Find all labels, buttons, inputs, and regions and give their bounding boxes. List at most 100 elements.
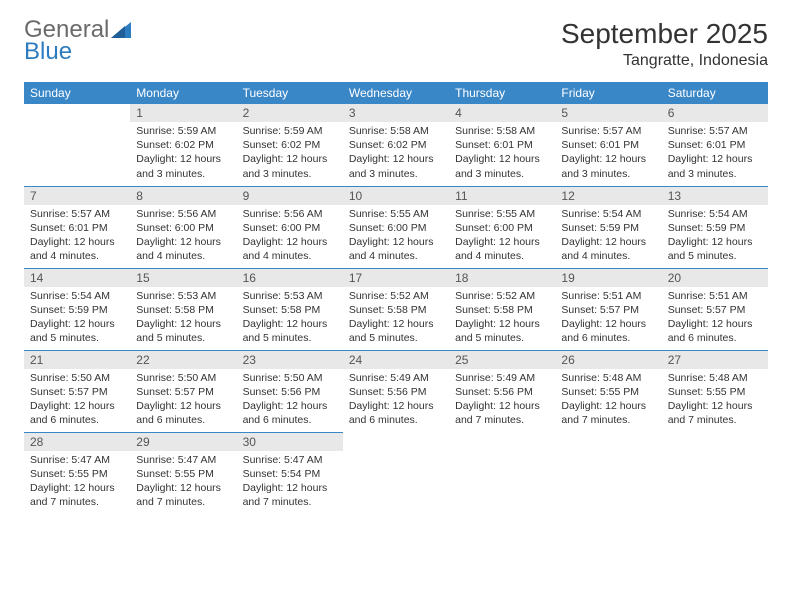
week-row: 28Sunrise: 5:47 AMSunset: 5:55 PMDayligh… <box>24 432 768 514</box>
day-body: Sunrise: 5:54 AMSunset: 5:59 PMDaylight:… <box>24 287 130 350</box>
day-body: Sunrise: 5:54 AMSunset: 5:59 PMDaylight:… <box>662 205 768 268</box>
day-cell: 7Sunrise: 5:57 AMSunset: 6:01 PMDaylight… <box>24 186 130 268</box>
day-number: 14 <box>24 269 130 287</box>
day-number: 11 <box>449 187 555 205</box>
day-cell <box>343 432 449 514</box>
day-cell: 13Sunrise: 5:54 AMSunset: 5:59 PMDayligh… <box>662 186 768 268</box>
day-body: Sunrise: 5:57 AMSunset: 6:01 PMDaylight:… <box>24 205 130 268</box>
calendar-body: 1Sunrise: 5:59 AMSunset: 6:02 PMDaylight… <box>24 104 768 514</box>
day-cell: 21Sunrise: 5:50 AMSunset: 5:57 PMDayligh… <box>24 350 130 432</box>
day-header: Saturday <box>662 82 768 104</box>
day-body: Sunrise: 5:48 AMSunset: 5:55 PMDaylight:… <box>662 369 768 432</box>
day-number: 16 <box>237 269 343 287</box>
day-number: 23 <box>237 351 343 369</box>
day-body: Sunrise: 5:55 AMSunset: 6:00 PMDaylight:… <box>449 205 555 268</box>
day-cell: 5Sunrise: 5:57 AMSunset: 6:01 PMDaylight… <box>555 104 661 186</box>
day-cell: 2Sunrise: 5:59 AMSunset: 6:02 PMDaylight… <box>237 104 343 186</box>
day-header: Friday <box>555 82 661 104</box>
day-number: 13 <box>662 187 768 205</box>
day-cell: 23Sunrise: 5:50 AMSunset: 5:56 PMDayligh… <box>237 350 343 432</box>
day-cell <box>24 104 130 186</box>
week-row: 21Sunrise: 5:50 AMSunset: 5:57 PMDayligh… <box>24 350 768 432</box>
day-cell: 8Sunrise: 5:56 AMSunset: 6:00 PMDaylight… <box>130 186 236 268</box>
day-cell: 29Sunrise: 5:47 AMSunset: 5:55 PMDayligh… <box>130 432 236 514</box>
day-header: Monday <box>130 82 236 104</box>
day-cell: 15Sunrise: 5:53 AMSunset: 5:58 PMDayligh… <box>130 268 236 350</box>
day-number: 21 <box>24 351 130 369</box>
day-body: Sunrise: 5:51 AMSunset: 5:57 PMDaylight:… <box>555 287 661 350</box>
day-cell: 27Sunrise: 5:48 AMSunset: 5:55 PMDayligh… <box>662 350 768 432</box>
title-block: September 2025 Tangratte, Indonesia <box>561 18 768 70</box>
day-cell: 26Sunrise: 5:48 AMSunset: 5:55 PMDayligh… <box>555 350 661 432</box>
day-number: 2 <box>237 104 343 122</box>
day-cell <box>449 432 555 514</box>
day-number: 17 <box>343 269 449 287</box>
day-cell: 22Sunrise: 5:50 AMSunset: 5:57 PMDayligh… <box>130 350 236 432</box>
day-number: 29 <box>130 433 236 451</box>
day-body: Sunrise: 5:53 AMSunset: 5:58 PMDaylight:… <box>130 287 236 350</box>
day-cell: 6Sunrise: 5:57 AMSunset: 6:01 PMDaylight… <box>662 104 768 186</box>
day-number: 3 <box>343 104 449 122</box>
day-number: 28 <box>24 433 130 451</box>
day-body: Sunrise: 5:58 AMSunset: 6:02 PMDaylight:… <box>343 122 449 185</box>
day-body: Sunrise: 5:56 AMSunset: 6:00 PMDaylight:… <box>130 205 236 268</box>
day-body: Sunrise: 5:57 AMSunset: 6:01 PMDaylight:… <box>662 122 768 185</box>
day-cell: 28Sunrise: 5:47 AMSunset: 5:55 PMDayligh… <box>24 432 130 514</box>
day-cell: 11Sunrise: 5:55 AMSunset: 6:00 PMDayligh… <box>449 186 555 268</box>
day-number: 4 <box>449 104 555 122</box>
month-title: September 2025 <box>561 18 768 50</box>
day-cell: 14Sunrise: 5:54 AMSunset: 5:59 PMDayligh… <box>24 268 130 350</box>
day-body: Sunrise: 5:52 AMSunset: 5:58 PMDaylight:… <box>449 287 555 350</box>
day-cell: 20Sunrise: 5:51 AMSunset: 5:57 PMDayligh… <box>662 268 768 350</box>
location: Tangratte, Indonesia <box>561 52 768 70</box>
week-row: 14Sunrise: 5:54 AMSunset: 5:59 PMDayligh… <box>24 268 768 350</box>
logo-word2: Blue <box>24 40 109 64</box>
day-body: Sunrise: 5:50 AMSunset: 5:56 PMDaylight:… <box>237 369 343 432</box>
day-body: Sunrise: 5:49 AMSunset: 5:56 PMDaylight:… <box>343 369 449 432</box>
header: General Blue September 2025 Tangratte, I… <box>24 18 768 70</box>
day-number: 27 <box>662 351 768 369</box>
day-number: 8 <box>130 187 236 205</box>
day-body: Sunrise: 5:55 AMSunset: 6:00 PMDaylight:… <box>343 205 449 268</box>
day-header: Tuesday <box>237 82 343 104</box>
calendar-head: SundayMondayTuesdayWednesdayThursdayFrid… <box>24 82 768 104</box>
day-cell: 10Sunrise: 5:55 AMSunset: 6:00 PMDayligh… <box>343 186 449 268</box>
day-cell: 24Sunrise: 5:49 AMSunset: 5:56 PMDayligh… <box>343 350 449 432</box>
day-number: 1 <box>130 104 236 122</box>
day-number: 18 <box>449 269 555 287</box>
day-body: Sunrise: 5:59 AMSunset: 6:02 PMDaylight:… <box>130 122 236 185</box>
day-body: Sunrise: 5:50 AMSunset: 5:57 PMDaylight:… <box>130 369 236 432</box>
day-number: 19 <box>555 269 661 287</box>
day-number: 26 <box>555 351 661 369</box>
day-cell: 12Sunrise: 5:54 AMSunset: 5:59 PMDayligh… <box>555 186 661 268</box>
day-body: Sunrise: 5:47 AMSunset: 5:55 PMDaylight:… <box>24 451 130 514</box>
calendar-table: SundayMondayTuesdayWednesdayThursdayFrid… <box>24 82 768 514</box>
day-body: Sunrise: 5:54 AMSunset: 5:59 PMDaylight:… <box>555 205 661 268</box>
day-number: 25 <box>449 351 555 369</box>
day-body: Sunrise: 5:48 AMSunset: 5:55 PMDaylight:… <box>555 369 661 432</box>
day-cell: 18Sunrise: 5:52 AMSunset: 5:58 PMDayligh… <box>449 268 555 350</box>
day-body: Sunrise: 5:49 AMSunset: 5:56 PMDaylight:… <box>449 369 555 432</box>
day-cell <box>555 432 661 514</box>
day-cell <box>662 432 768 514</box>
day-body: Sunrise: 5:51 AMSunset: 5:57 PMDaylight:… <box>662 287 768 350</box>
day-body: Sunrise: 5:56 AMSunset: 6:00 PMDaylight:… <box>237 205 343 268</box>
day-cell: 9Sunrise: 5:56 AMSunset: 6:00 PMDaylight… <box>237 186 343 268</box>
day-number: 9 <box>237 187 343 205</box>
logo: General Blue <box>24 18 133 64</box>
day-body: Sunrise: 5:50 AMSunset: 5:57 PMDaylight:… <box>24 369 130 432</box>
day-header: Sunday <box>24 82 130 104</box>
day-body: Sunrise: 5:47 AMSunset: 5:54 PMDaylight:… <box>237 451 343 514</box>
logo-text-wrap: General Blue <box>24 18 109 64</box>
week-row: 1Sunrise: 5:59 AMSunset: 6:02 PMDaylight… <box>24 104 768 186</box>
day-cell: 30Sunrise: 5:47 AMSunset: 5:54 PMDayligh… <box>237 432 343 514</box>
day-cell: 19Sunrise: 5:51 AMSunset: 5:57 PMDayligh… <box>555 268 661 350</box>
day-body: Sunrise: 5:52 AMSunset: 5:58 PMDaylight:… <box>343 287 449 350</box>
day-cell: 4Sunrise: 5:58 AMSunset: 6:01 PMDaylight… <box>449 104 555 186</box>
logo-sail-icon <box>111 22 133 40</box>
day-number: 10 <box>343 187 449 205</box>
day-number: 5 <box>555 104 661 122</box>
day-number: 22 <box>130 351 236 369</box>
day-number: 24 <box>343 351 449 369</box>
day-cell: 3Sunrise: 5:58 AMSunset: 6:02 PMDaylight… <box>343 104 449 186</box>
